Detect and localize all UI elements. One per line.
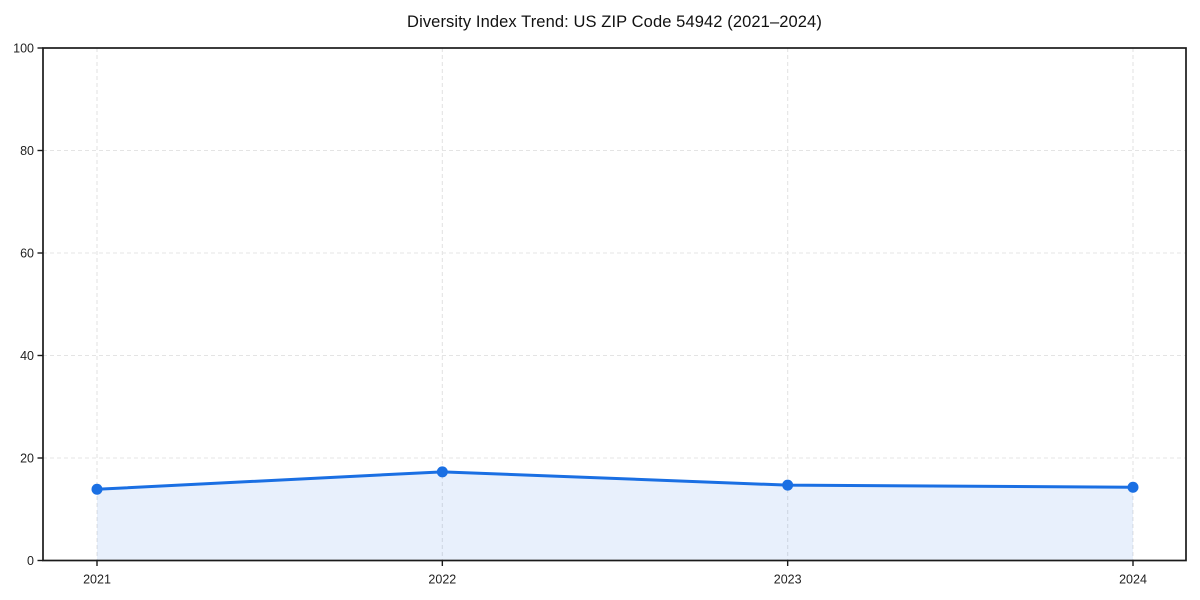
data-point-2023 [782, 479, 794, 491]
data-point-2021 [91, 483, 103, 495]
y-tick-label: 20 [20, 452, 34, 466]
chart-title: Diversity Index Trend: US ZIP Code 54942… [407, 13, 822, 31]
y-tick-label: 80 [20, 144, 34, 158]
x-tick-label: 2021 [83, 573, 111, 587]
axis-frame [42, 47, 1187, 562]
x-tick-label: 2023 [774, 573, 802, 587]
y-tick-label: 40 [20, 349, 34, 363]
x-tick-label: 2022 [428, 573, 456, 587]
y-tick-label: 100 [13, 42, 34, 56]
data-point-2022 [436, 466, 448, 478]
trend-line [95, 470, 1135, 491]
area-fill [97, 471, 1133, 561]
data-point-2024 [1127, 481, 1139, 493]
x-tick-label: 2024 [1119, 573, 1147, 587]
y-tick-label: 0 [27, 554, 34, 568]
y-tick-label: 60 [20, 247, 34, 261]
